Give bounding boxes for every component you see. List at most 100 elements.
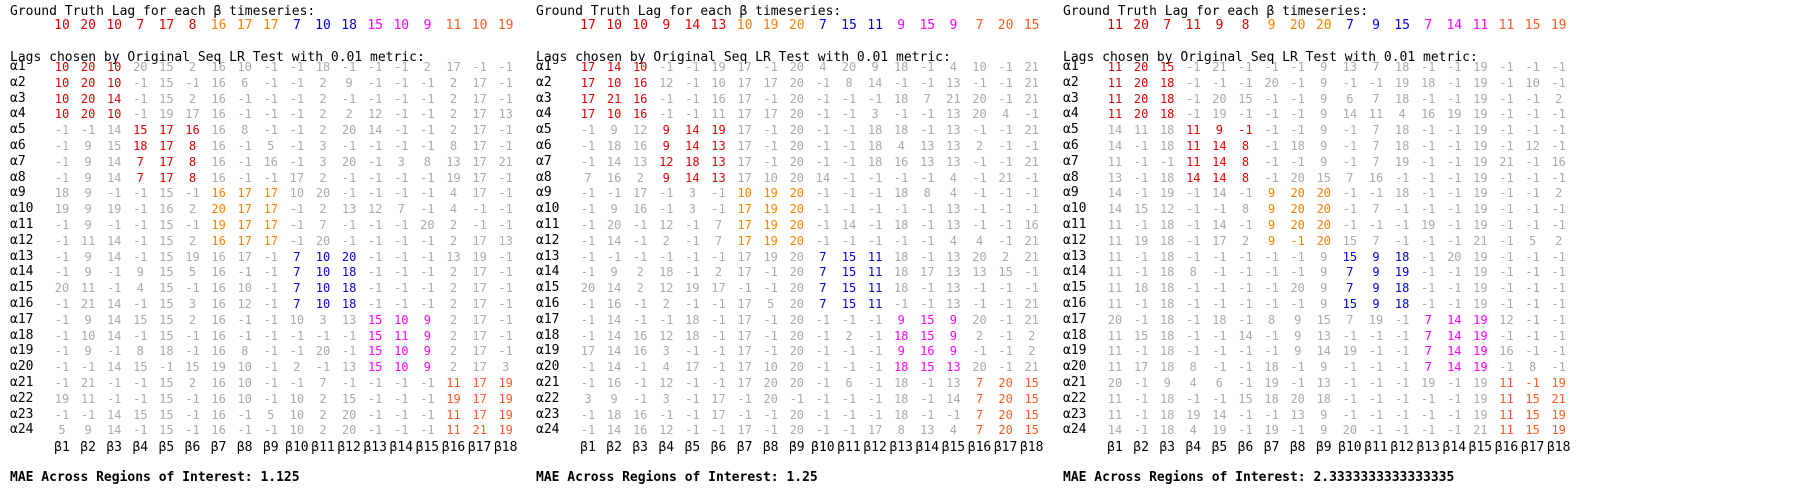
lag-cell: -1 — [1525, 281, 1540, 296]
lag-cell: 2 — [188, 60, 197, 74]
lag-cell: 9 — [1267, 233, 1276, 248]
lag-cell: 18 — [1394, 60, 1410, 74]
lag-cell: 7 — [1346, 265, 1354, 280]
row-label: α3 — [10, 90, 26, 106]
lag-cell: -1 — [54, 139, 70, 153]
lag-cell: 18 — [659, 265, 674, 280]
lag-cell: 15 — [159, 281, 174, 296]
lag-cell: 18 — [606, 407, 622, 422]
lag-cell: 12 — [367, 202, 383, 217]
lag-cell: 21 — [80, 376, 96, 390]
lag-cell: 20 — [1133, 107, 1149, 122]
lag-cell: -1 — [1525, 123, 1540, 138]
lag-cell: 2 — [319, 423, 327, 438]
lag-cell: -1 — [394, 281, 409, 296]
lag-cell: 10 — [606, 107, 622, 122]
lag-cell: -1 — [1499, 186, 1514, 201]
lag-cell: 2 — [449, 312, 458, 327]
lag-cell: -1 — [1186, 107, 1201, 122]
lag-cell: -1 — [841, 186, 857, 201]
lag-cell: -1 — [763, 328, 778, 343]
lag-cell: -1 — [1499, 249, 1514, 264]
column-label: β5 — [684, 440, 701, 455]
lag-cell: -1 — [711, 186, 726, 201]
lag-cell: -1 — [920, 376, 935, 390]
lag-cell: 18 — [893, 91, 909, 106]
lag-cell: 4 — [1189, 376, 1197, 390]
lag-cell: -1 — [498, 139, 513, 153]
lag-cell: -1 — [289, 202, 305, 217]
lag-cell: 18 — [893, 376, 909, 390]
lag-cell: 19 — [1264, 376, 1279, 390]
column-label: β7 — [210, 440, 227, 455]
lag-cell: -1 — [1024, 265, 1039, 280]
lag-cell: -1 — [263, 170, 279, 185]
ground-truth-lag: 11 — [1498, 18, 1515, 33]
lag-cell: 16 — [211, 312, 226, 327]
lag-cell: -1 — [867, 407, 883, 422]
lag-cell: -1 — [711, 423, 726, 438]
lag-cell: 7 — [1372, 123, 1380, 138]
column-label: β2 — [80, 440, 96, 455]
lag-cell: -1 — [1525, 107, 1540, 122]
lag-cell: -1 — [263, 376, 279, 390]
row-label: α7 — [10, 153, 26, 169]
lag-cell: 18 — [893, 391, 909, 406]
lag-cell: 16 — [211, 328, 226, 343]
lag-cell: -1 — [498, 75, 513, 90]
lag-cell: 14 — [1107, 202, 1123, 217]
lag-cell: 14 — [1212, 170, 1227, 185]
lag-cell: -1 — [1499, 60, 1514, 74]
row-label: α5 — [536, 122, 552, 138]
lag-cell: 13 — [341, 202, 357, 217]
lag-cell: 12 — [659, 328, 674, 343]
lag-cell: 11 — [1107, 154, 1123, 169]
row-label: α12 — [536, 232, 560, 248]
lag-cell: -1 — [1368, 423, 1384, 438]
lag-cell: 17 — [580, 60, 596, 74]
lag-cell: 19 — [763, 249, 778, 264]
ground-truth-title: Ground Truth Lag for each β timeseries: — [1063, 4, 1369, 19]
lag-cell: 20 — [789, 154, 805, 169]
column-label: β4 — [658, 440, 675, 455]
lag-cell: 16 — [185, 123, 200, 138]
lag-cell: 21 — [1473, 233, 1488, 248]
column-label: β17 — [1520, 440, 1545, 455]
lag-cell: -1 — [1499, 360, 1514, 375]
column-label: β12 — [1390, 440, 1414, 455]
lag-cell: 18 — [159, 344, 174, 359]
lag-cell: -1 — [80, 407, 96, 422]
lag-cell: -1 — [1342, 218, 1358, 232]
lag-cell: -1 — [1186, 186, 1201, 201]
lag-cell: 16 — [263, 154, 279, 169]
lag-cell: 20 — [1342, 423, 1358, 438]
lag-cell: -1 — [1447, 391, 1462, 406]
lag-cell: 18 — [893, 123, 909, 138]
lag-cell: 16 — [893, 154, 909, 169]
lag-cell: -1 — [1342, 360, 1358, 375]
lag-cell: -1 — [1186, 328, 1201, 343]
lag-cell: -1 — [1420, 60, 1436, 74]
lag-cell: -1 — [420, 75, 435, 90]
row-label: α1 — [1063, 59, 1079, 74]
lag-cell: 4 — [949, 423, 957, 438]
lag-cell: -1 — [685, 60, 700, 74]
lag-cell: -1 — [1420, 249, 1436, 264]
lag-cell: 19 — [1186, 407, 1201, 422]
lag-cell: -1 — [1525, 265, 1540, 280]
lag-cell: 19 — [1473, 154, 1488, 169]
lag-cell: -1 — [1394, 233, 1410, 248]
lag-cell: -1 — [394, 233, 409, 248]
lag-cell: -1 — [1420, 123, 1436, 138]
lag-cell: -1 — [1447, 154, 1462, 169]
lag-cell: 15 — [159, 376, 174, 390]
lag-cell: -1 — [659, 249, 674, 264]
lag-cell: 18 — [1394, 91, 1410, 106]
lag-cell: 11 — [1107, 328, 1123, 343]
lag-cell: 10 — [237, 281, 252, 296]
lag-cell: 7 — [1424, 328, 1432, 343]
lag-cell: 14 — [1447, 360, 1462, 375]
lag-cell: 14 — [1447, 312, 1462, 327]
lag-cell: 18 — [893, 281, 909, 296]
lag-cell: 7 — [293, 297, 301, 311]
